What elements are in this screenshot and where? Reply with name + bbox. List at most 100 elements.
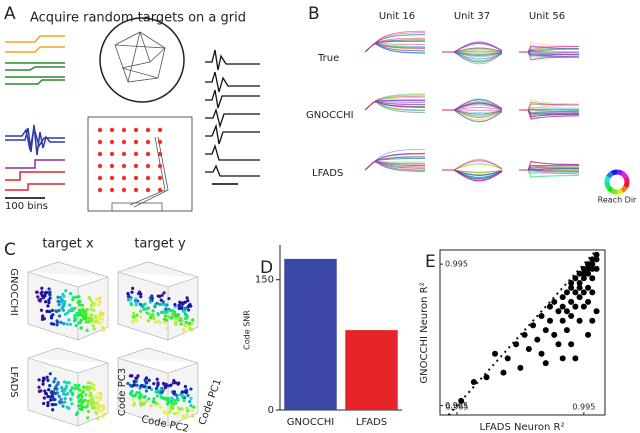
- point: [589, 256, 596, 263]
- latent-point: [164, 396, 168, 400]
- point: [568, 313, 575, 319]
- latent-point: [38, 299, 42, 303]
- latent-point: [158, 302, 162, 307]
- latent-point: [92, 387, 97, 392]
- latent-point: [55, 320, 60, 324]
- latent-point: [52, 398, 56, 402]
- latent-point: [160, 390, 164, 394]
- latent-point: [92, 308, 96, 312]
- point: [559, 294, 566, 301]
- target-dot: [121, 163, 127, 169]
- latent-point: [86, 381, 91, 385]
- latent-point: [139, 315, 143, 319]
- row-label: GNOCCHI: [8, 268, 19, 316]
- point: [572, 355, 579, 362]
- latent-point: [50, 308, 55, 313]
- latent-point: [169, 399, 173, 404]
- latent-point: [82, 316, 86, 320]
- wheel-segment: [620, 185, 628, 193]
- trace: [519, 161, 580, 171]
- point: [470, 379, 477, 385]
- latent-point: [90, 317, 94, 321]
- latent-point: [57, 302, 61, 307]
- latent-point: [79, 318, 83, 322]
- latent-point: [170, 308, 174, 313]
- trace: [519, 103, 580, 111]
- point: [555, 308, 562, 315]
- latent-point: [153, 304, 157, 309]
- panel-label: B: [308, 4, 320, 24]
- latent-point: [57, 314, 62, 318]
- target-dot: [109, 163, 115, 169]
- latent-point: [172, 412, 176, 416]
- latent-point: [65, 392, 70, 396]
- target-grid: [97, 127, 163, 193]
- wheel-segment: [623, 175, 630, 183]
- latent-point: [135, 313, 139, 317]
- latent-point: [98, 310, 102, 314]
- wheel-segment: [606, 185, 614, 193]
- latent-point: [152, 397, 156, 401]
- trace: [519, 109, 580, 118]
- point: [568, 284, 575, 291]
- latent-point: [43, 300, 48, 304]
- latent-point: [190, 414, 195, 418]
- latent-point: [189, 396, 193, 401]
- latent-point: [62, 389, 66, 393]
- y-tick-label: 0: [268, 405, 274, 416]
- latent-point: [67, 318, 71, 322]
- latent-point: [155, 377, 159, 381]
- latent-point: [131, 314, 136, 319]
- latent-scatter: [27, 261, 199, 427]
- latent-point: [101, 415, 105, 419]
- point: [551, 331, 558, 338]
- latent-point: [134, 300, 138, 305]
- latent-point: [167, 315, 171, 319]
- latent-point: [48, 293, 52, 297]
- latent-point: [63, 397, 67, 401]
- latent-point: [149, 404, 153, 408]
- point: [551, 298, 558, 305]
- point: [559, 303, 566, 310]
- latent-point: [150, 296, 154, 300]
- latent-point: [177, 306, 181, 310]
- point: [555, 341, 562, 348]
- target-dot: [121, 127, 127, 133]
- latent-point: [156, 311, 160, 316]
- latent-point: [91, 403, 95, 407]
- latent-point: [144, 380, 148, 384]
- latent-point: [67, 308, 72, 313]
- point: [589, 265, 596, 272]
- latent-point: [81, 385, 86, 389]
- latent-point: [52, 322, 56, 326]
- latent-point: [49, 316, 54, 320]
- latent-point: [89, 303, 94, 307]
- target-dot: [97, 175, 103, 181]
- latent-point: [185, 406, 189, 410]
- latent-point: [143, 394, 147, 399]
- plot-frame: [439, 249, 606, 416]
- latent-point: [169, 383, 173, 387]
- latent-point: [36, 295, 40, 299]
- wheel-segment: [610, 169, 618, 176]
- wheel-segment: [616, 188, 624, 195]
- point: [593, 251, 600, 258]
- target-dot: [133, 187, 139, 193]
- latent-point: [176, 398, 180, 402]
- latent-point: [167, 296, 171, 301]
- latent-point: [186, 393, 190, 398]
- point: [585, 270, 592, 277]
- latent-point: [132, 383, 136, 387]
- latent-point: [126, 292, 130, 296]
- latent-point: [46, 304, 50, 308]
- trace: [519, 164, 580, 171]
- latent-point: [180, 306, 184, 311]
- latent-point: [56, 381, 60, 385]
- target-dot: [157, 139, 163, 145]
- trace: [519, 99, 580, 111]
- point: [576, 294, 583, 301]
- latent-point: [68, 303, 72, 307]
- latent-point: [138, 302, 143, 306]
- target-dot: [109, 187, 115, 193]
- latent-point: [45, 309, 49, 313]
